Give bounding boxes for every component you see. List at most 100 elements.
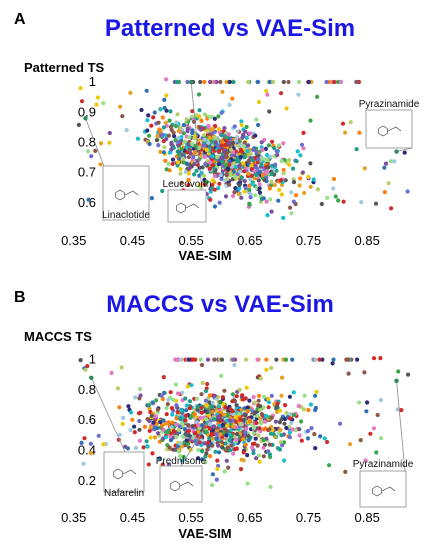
scatter-point	[138, 386, 143, 392]
scatter-point	[254, 172, 259, 177]
y-tick-label: 0.8	[78, 134, 96, 149]
scatter-point	[331, 357, 336, 362]
scatter-point	[195, 442, 200, 447]
scatter-point	[253, 133, 258, 138]
scatter-point	[225, 423, 230, 428]
scatter-point	[301, 146, 306, 151]
scatter-point	[241, 417, 246, 422]
structure-box	[103, 451, 145, 493]
scatter-point	[170, 161, 175, 166]
scatter-point	[290, 357, 295, 362]
scatter-point	[148, 425, 153, 430]
scatter-point	[301, 130, 306, 135]
scatter-point	[222, 412, 227, 417]
annotation-label: Linaclotide	[102, 210, 150, 221]
scatter-point	[263, 413, 269, 418]
scatter-point	[176, 128, 181, 134]
scatter-point	[158, 420, 163, 425]
annotated-point	[218, 399, 223, 405]
structure-box	[102, 165, 150, 221]
annotation-label: Leucovorin	[163, 179, 212, 190]
scatter-point	[216, 148, 222, 153]
scatter-point	[155, 407, 160, 412]
scatter-point	[78, 86, 83, 91]
scatter-point	[202, 79, 207, 85]
scatter-point	[166, 161, 171, 166]
scatter-point	[198, 415, 203, 420]
scatter-point	[317, 357, 322, 362]
scatter-point	[257, 404, 263, 409]
scatter-point	[291, 199, 296, 204]
scatter-point	[283, 178, 288, 183]
scatter-point	[251, 147, 256, 152]
scatter-point	[232, 399, 238, 404]
scatter-point	[319, 201, 324, 207]
scatter-point	[264, 357, 269, 362]
scatter-point	[282, 458, 287, 463]
y-tick-label: 0.8	[78, 382, 96, 397]
scatter-point	[308, 118, 313, 123]
scatter-point	[150, 451, 155, 456]
scatter-point	[246, 79, 251, 85]
scatter-point	[176, 135, 181, 141]
scatter-point	[278, 91, 284, 96]
scatter-point	[284, 106, 289, 111]
scatter-point	[154, 138, 160, 143]
annotation-label: Pyrazinamide	[353, 459, 414, 470]
scatter-point	[212, 187, 217, 192]
scatter-point	[157, 127, 162, 132]
scatter-point	[287, 394, 292, 399]
scatter-point	[165, 402, 170, 407]
scatter-point	[157, 456, 162, 461]
scatter-point	[117, 405, 122, 410]
scatter-point	[151, 115, 156, 120]
scatter-point	[119, 365, 124, 370]
scatter-point	[248, 177, 253, 182]
scatter-point	[156, 120, 161, 125]
scatter-point	[212, 204, 218, 209]
scatter-point	[171, 447, 176, 452]
scatter-point	[257, 459, 262, 464]
scatter-point	[243, 430, 248, 435]
scatter-point	[210, 436, 215, 441]
scatter-point	[199, 405, 204, 410]
scatter-point	[375, 412, 380, 418]
scatter-point	[259, 162, 264, 167]
scatter-point	[265, 153, 270, 158]
scatter-point	[254, 456, 259, 461]
scatter-point	[170, 420, 175, 425]
scatter-point	[306, 79, 311, 85]
scatter-point	[220, 422, 225, 428]
scatter-point	[264, 199, 269, 204]
scatter-point	[187, 166, 192, 171]
scatter-point	[219, 143, 224, 148]
scatter-point	[362, 370, 367, 375]
scatter-point	[245, 481, 250, 486]
scatter-point	[355, 357, 360, 362]
scatter-point	[382, 165, 387, 170]
scatter-point	[207, 393, 213, 398]
scatter-point	[252, 168, 257, 173]
scatter-point	[267, 186, 272, 191]
scatter-point	[346, 371, 351, 376]
scatter-point	[338, 79, 344, 85]
scatter-point	[245, 405, 250, 410]
scatter-point	[212, 135, 217, 140]
scatter-point	[240, 393, 245, 398]
scatter-point	[195, 404, 200, 409]
scatter-point	[198, 127, 204, 132]
scatter-point	[181, 123, 186, 128]
scatter-point	[231, 357, 236, 362]
scatter-point	[158, 107, 163, 112]
annotation-label: Nafarelin	[104, 488, 144, 499]
scatter-point	[162, 145, 167, 150]
scatter-point	[168, 109, 173, 114]
scatter-point	[264, 367, 269, 372]
scatter-point	[230, 392, 235, 397]
scatter-point	[174, 121, 179, 126]
scatter-point	[215, 458, 220, 463]
scatter-point	[191, 435, 196, 440]
scatter-point	[284, 425, 289, 431]
scatter-point	[270, 427, 275, 433]
scatter-point	[220, 139, 225, 144]
